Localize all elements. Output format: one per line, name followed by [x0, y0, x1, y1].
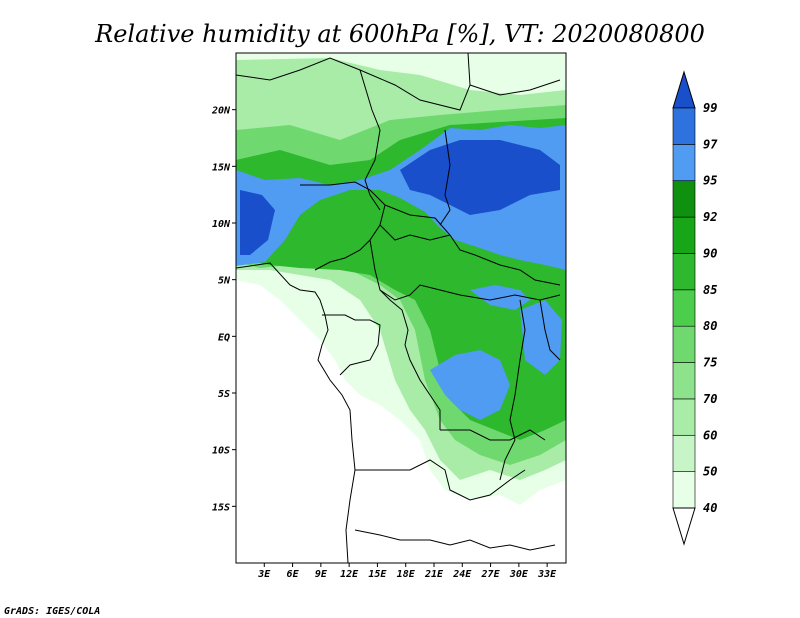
colorbar-box — [672, 398, 696, 436]
lon-tick-label: 15E — [368, 569, 387, 580]
lat-tick-label: 10S — [212, 446, 230, 457]
colorbar-label: 92 — [703, 210, 717, 224]
lon-tick-label: 9E — [315, 569, 328, 580]
lon-tick-label: 3E — [257, 569, 271, 580]
lat-tick-label: 20N — [211, 106, 231, 117]
map-frame — [235, 52, 567, 564]
colorbar-label: 90 — [703, 246, 717, 260]
colorbar-label: 99 — [703, 101, 717, 115]
lat-tick-label: EQ — [218, 332, 230, 343]
lon-tick-label: 21E — [424, 569, 444, 580]
colorbar: 40 50 60 70 75 80 85 90 92 95 97 99 — [672, 70, 718, 546]
lat-tick-label: 10N — [212, 219, 231, 230]
country-borders — [235, 52, 561, 564]
colorbar-box — [672, 253, 696, 291]
lon-tick-label: 6E — [287, 569, 300, 580]
colorbar-box — [672, 180, 696, 218]
latitude-axis: 20N 15N 10N 5N EQ 5S 10S 15S — [211, 106, 236, 513]
colorbar-min-arrow — [672, 507, 696, 546]
colorbar-label: 97 — [703, 137, 718, 151]
lon-tick-label: 33E — [537, 569, 557, 580]
colorbar-box — [672, 289, 696, 327]
lon-tick-label: 30E — [509, 569, 529, 580]
colorbar-label: 75 — [703, 356, 717, 370]
colorbar-label: 70 — [703, 392, 717, 406]
colorbar-box — [672, 216, 696, 254]
lat-tick-label: 5S — [218, 389, 230, 400]
colorbar-box — [672, 325, 696, 363]
colorbar-label: 60 — [703, 428, 717, 442]
lon-tick-label: 24E — [452, 569, 472, 580]
colorbar-max-arrow — [672, 70, 696, 109]
colorbar-label: 40 — [703, 501, 717, 515]
lat-tick-label: 15S — [212, 502, 230, 513]
lat-tick-label: 5N — [218, 276, 231, 287]
map-title: Relative humidity at 600hPa [%], VT: 202… — [94, 20, 705, 48]
colorbar-box — [672, 144, 696, 182]
colorbar-label: 50 — [703, 465, 717, 479]
grads-credit: GrADS: IGES/COLA — [4, 606, 100, 617]
rh-field-95-central — [430, 300, 562, 420]
colorbar-box — [672, 434, 696, 472]
colorbar-box — [672, 362, 696, 400]
colorbar-label: 80 — [703, 319, 717, 333]
lon-tick-label: 12E — [340, 569, 359, 580]
colorbar-label: 95 — [703, 174, 717, 188]
lon-tick-label: 18E — [397, 569, 416, 580]
colorbar-box — [672, 471, 696, 509]
lon-tick-label: 27E — [481, 569, 501, 580]
colorbar-box — [672, 107, 696, 145]
rh-field-99-north — [240, 140, 560, 255]
colorbar-label: 85 — [703, 283, 717, 297]
longitude-axis: 3E 6E 9E 12E 15E 18E 21E 24E 27E 30E 33E — [257, 563, 557, 580]
humidity-map — [236, 53, 566, 563]
lat-tick-label: 15N — [212, 162, 231, 173]
